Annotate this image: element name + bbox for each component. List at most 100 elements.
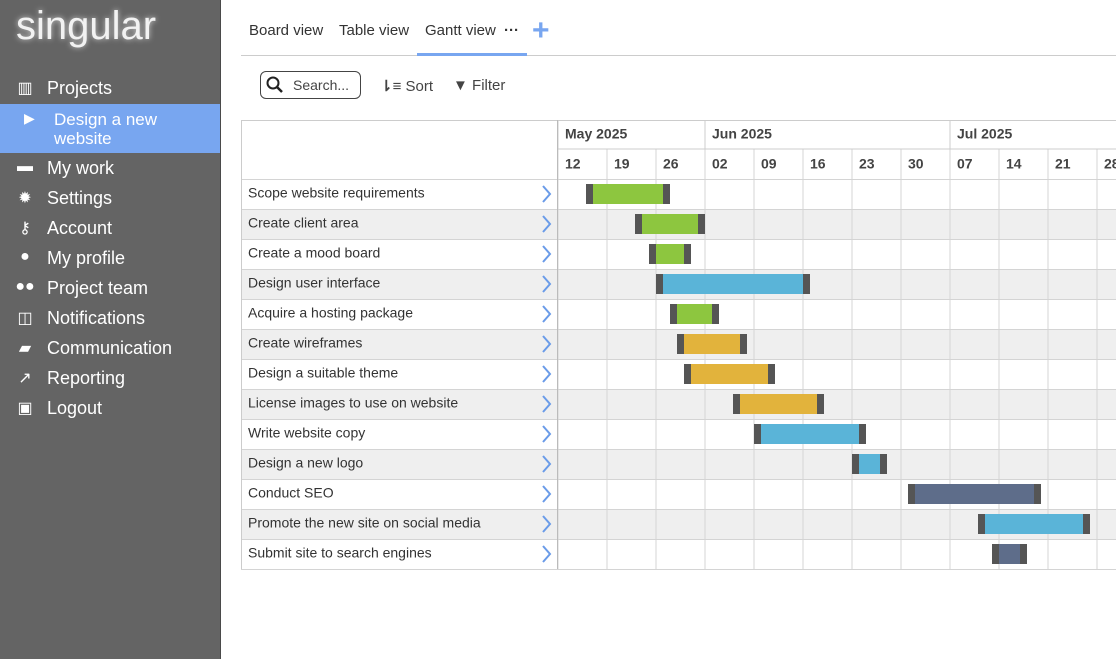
week-label: 07 xyxy=(957,156,973,172)
week-label: 09 xyxy=(761,156,777,172)
task-name: Promote the new site on social media xyxy=(248,515,481,531)
bar-end-cap xyxy=(1034,484,1041,504)
week-label: 21 xyxy=(1055,156,1071,172)
task-bar xyxy=(733,394,824,414)
tab-more[interactable]: ··· xyxy=(504,22,519,39)
task-chevron xyxy=(542,305,552,323)
bar-end-cap xyxy=(803,274,810,294)
task-name: Create wireframes xyxy=(248,335,362,351)
bar-end-cap xyxy=(817,394,824,414)
bar-end-cap xyxy=(712,304,719,324)
task-name: Create client area xyxy=(248,215,359,231)
project-label: Design a new website xyxy=(54,110,158,148)
task-chevron xyxy=(542,545,552,563)
month-label: May 2025 xyxy=(565,126,627,142)
bar-start-cap xyxy=(992,544,999,564)
bar-start-cap xyxy=(656,274,663,294)
sort-button[interactable]: ⇂≡ Sort xyxy=(380,78,434,95)
filter-button[interactable]: ▼ Filter xyxy=(453,77,506,94)
tab-active[interactable]: Gantt view xyxy=(425,22,496,39)
nav-label: Project team xyxy=(47,278,149,298)
bar-start-cap xyxy=(754,424,761,444)
bar-start-cap xyxy=(908,484,915,504)
week-label: 02 xyxy=(712,156,728,172)
bar-start-cap xyxy=(978,514,985,534)
gantt: May 2025 12 19 26 Jun 2025 02 09 16 23 30 Jul 2025… xyxy=(241,120,1116,570)
month-label: Jul 2025 xyxy=(957,126,1012,142)
task-name: Scope website requirements xyxy=(248,185,425,201)
week-label: 26 xyxy=(663,156,679,172)
task-chevron xyxy=(542,515,552,533)
tab[interactable]: Board view xyxy=(249,22,324,39)
task-bar xyxy=(635,214,705,234)
task-name: Conduct SEO xyxy=(248,485,334,501)
task-chevron xyxy=(542,245,552,263)
week-label: 30 xyxy=(908,156,924,172)
bar-start-cap xyxy=(684,364,691,384)
sidebar: singular ▥ Projects ▶ Design a new website… xyxy=(0,0,221,659)
week-label: 23 xyxy=(859,156,875,172)
row-bg xyxy=(241,509,1116,539)
bar-start-cap xyxy=(670,304,677,324)
sort-label: Sort xyxy=(405,78,434,95)
task-bar xyxy=(670,304,719,324)
bar-end-cap xyxy=(740,334,747,354)
row-bg xyxy=(241,449,1116,479)
nav-label: Reporting xyxy=(47,368,126,388)
task-bar xyxy=(908,484,1041,504)
task-bar xyxy=(992,544,1027,564)
task-chevron xyxy=(542,335,552,353)
task-bar xyxy=(649,244,691,264)
task-name: Design a new logo xyxy=(248,455,363,471)
search-box[interactable]: Search... xyxy=(260,71,361,99)
task-name: Design a suitable theme xyxy=(248,365,398,381)
week-label: 12 xyxy=(565,156,581,172)
tab-underline xyxy=(417,53,527,56)
bar-end-cap xyxy=(768,364,775,384)
task-bar xyxy=(586,184,670,204)
tab-divider xyxy=(241,55,1116,56)
task-name: Submit site to search engines xyxy=(248,545,432,561)
search-icon xyxy=(266,76,283,93)
task-chevron xyxy=(542,365,552,383)
tab[interactable]: Table view xyxy=(339,22,410,39)
row-bg xyxy=(241,179,1116,209)
bar-end-cap xyxy=(880,454,887,474)
bar-start-cap xyxy=(586,184,593,204)
task-chevron xyxy=(542,455,552,473)
bar-start-cap xyxy=(635,214,642,234)
task-bar xyxy=(852,454,887,474)
add-tab[interactable]: + xyxy=(532,14,550,47)
nav-label: Logout xyxy=(47,398,103,418)
week-label: 14 xyxy=(1006,156,1022,172)
task-chevron xyxy=(542,395,552,413)
nav-label: My profile xyxy=(47,248,126,268)
task-bar xyxy=(978,514,1090,534)
row-bg xyxy=(241,359,1116,389)
row-bg xyxy=(241,419,1116,449)
task-chevron xyxy=(542,215,552,233)
search-placeholder: Search... xyxy=(293,77,350,93)
active-project[interactable]: ▶ Design a new website xyxy=(0,104,220,153)
month-label: Jun 2025 xyxy=(712,126,772,142)
task-bar xyxy=(656,274,810,294)
nav-label: Communication xyxy=(47,338,173,358)
bar-end-cap xyxy=(1020,544,1027,564)
task-name: Acquire a hosting package xyxy=(248,305,413,321)
week-label: 19 xyxy=(614,156,630,172)
nav-label: Account xyxy=(47,218,113,238)
bar-end-cap xyxy=(684,244,691,264)
task-name: Create a mood board xyxy=(248,245,380,261)
bar-start-cap xyxy=(852,454,859,474)
logo: singular xyxy=(16,4,157,48)
bar-start-cap xyxy=(733,394,740,414)
nav-label: Settings xyxy=(47,188,113,208)
bar-end-cap xyxy=(698,214,705,234)
row-bg xyxy=(241,389,1116,419)
task-chevron xyxy=(542,185,552,203)
task-name: Write website copy xyxy=(248,425,365,441)
task-chevron xyxy=(542,485,552,503)
bar-end-cap xyxy=(1083,514,1090,534)
task-bar xyxy=(677,334,747,354)
